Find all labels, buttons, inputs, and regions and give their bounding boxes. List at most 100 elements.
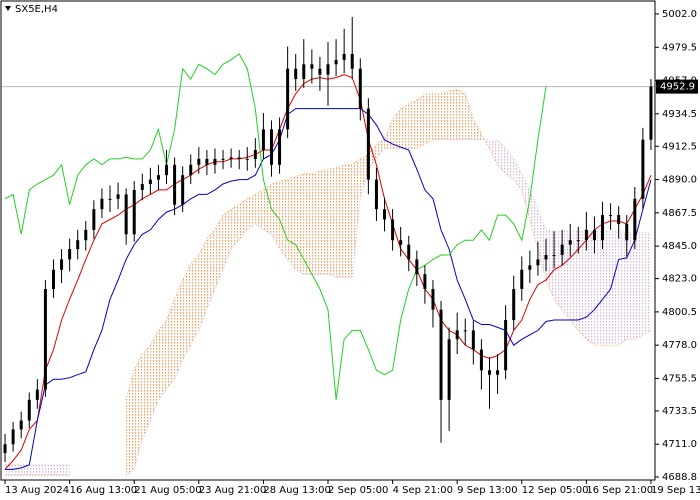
candle-body xyxy=(326,64,330,75)
candle-body xyxy=(261,129,265,151)
candle-body xyxy=(455,330,459,340)
cloud-fill xyxy=(578,231,587,340)
cloud-fill xyxy=(279,179,288,260)
cloud-fill xyxy=(634,232,643,340)
candle-body xyxy=(463,330,467,332)
cloud-fill xyxy=(166,299,175,390)
candle-body xyxy=(544,254,548,260)
cloud-fill xyxy=(626,232,635,340)
candle-body xyxy=(302,64,306,80)
candle-body xyxy=(253,150,257,159)
candle-body xyxy=(383,209,387,220)
candle-body xyxy=(609,215,613,217)
cloud-fill xyxy=(13,464,22,476)
candle-body xyxy=(592,229,596,241)
candle-body xyxy=(358,68,362,109)
cloud-fill xyxy=(190,254,199,346)
candle-body xyxy=(51,269,55,289)
cloud-fill xyxy=(344,164,353,278)
y-tick-label: 4934.5 xyxy=(662,109,697,120)
y-tick-label: 4800.5 xyxy=(662,307,697,318)
candle-body xyxy=(552,254,556,256)
cloud-fill xyxy=(29,464,38,476)
cloud-fill xyxy=(206,229,215,310)
cloud-fill xyxy=(214,215,224,289)
candle-body xyxy=(601,215,605,241)
y-tick-label: 5002.0 xyxy=(662,9,697,20)
cloud-fill xyxy=(457,89,466,140)
x-tick-label: 2 Sep 05:00 xyxy=(328,485,388,496)
candle-body xyxy=(140,184,144,190)
candle-body xyxy=(35,389,39,400)
candle-body xyxy=(92,209,96,230)
candle-body xyxy=(189,164,193,176)
cloud-fill xyxy=(441,90,450,140)
candle-body xyxy=(68,249,72,260)
cloud-fill xyxy=(400,104,409,149)
cloud-fill xyxy=(376,139,385,159)
candle-body xyxy=(633,198,637,241)
cloud-fill xyxy=(223,209,232,270)
candle-body xyxy=(399,240,403,245)
candle-body xyxy=(245,158,249,160)
y-tick-label: 4711.0 xyxy=(662,439,697,450)
cloud-fill xyxy=(352,158,361,278)
candle-body xyxy=(213,158,217,165)
x-tick-label: 12 Sep 05:00 xyxy=(522,485,589,496)
candle-body xyxy=(76,240,80,250)
candle-body xyxy=(318,68,322,75)
cloud-fill xyxy=(642,232,651,335)
candle-body xyxy=(148,179,152,185)
y-tick-label: 4845.0 xyxy=(662,241,697,252)
cloud-fill xyxy=(408,99,417,149)
candle-body xyxy=(286,68,290,130)
cloud-fill xyxy=(618,231,627,346)
y-tick-label: 4778.0 xyxy=(662,340,697,351)
candle-body xyxy=(294,68,298,80)
cloud-fill xyxy=(37,464,46,476)
cloud-fill xyxy=(481,133,490,149)
cloud-fill xyxy=(529,189,538,250)
cloud-fill xyxy=(158,320,167,400)
cloud-fill xyxy=(134,354,143,470)
candle-body xyxy=(487,370,491,375)
candle-body xyxy=(60,259,64,270)
cloud-fill xyxy=(247,194,256,230)
candle-body xyxy=(173,164,177,205)
cloud-fill xyxy=(126,370,135,476)
cloud-fill xyxy=(392,108,401,149)
y-tick-label: 4823.0 xyxy=(662,274,697,285)
candle-body xyxy=(625,223,629,241)
symbol-menu-icon xyxy=(5,6,11,11)
candle-body xyxy=(43,288,47,390)
cloud-fill xyxy=(562,231,571,321)
axis-layer: 5002.04979.54957.04934.54912.54890.04867… xyxy=(4,9,700,496)
cloud-fill xyxy=(449,89,458,140)
cloud-fill xyxy=(594,231,603,346)
cloud-fill xyxy=(505,148,514,180)
candle-body xyxy=(415,259,419,275)
candle-body xyxy=(617,215,621,224)
cloud-fill xyxy=(554,231,563,310)
cloud-fill xyxy=(497,139,506,174)
cloud-fill xyxy=(424,93,433,145)
indicator-line xyxy=(5,108,652,470)
y-tick-label: 4912.5 xyxy=(662,141,697,152)
cloud-fill xyxy=(263,184,272,235)
cloud-fill xyxy=(311,170,320,275)
cloud-fill xyxy=(174,280,183,380)
x-tick-label: 16 Aug 13:00 xyxy=(70,485,137,496)
candle-body xyxy=(374,179,378,210)
cloud-fill xyxy=(537,209,546,281)
cloud-fill xyxy=(336,164,345,278)
y-tick-label: 4890.0 xyxy=(662,175,697,186)
cloud-fill xyxy=(360,154,369,199)
candle-body xyxy=(11,429,15,445)
cloud-fill xyxy=(328,167,337,278)
cloud-fill xyxy=(489,139,498,165)
candle-body xyxy=(447,339,451,400)
cloud-fill xyxy=(198,238,207,331)
cloud-fill xyxy=(239,198,248,241)
